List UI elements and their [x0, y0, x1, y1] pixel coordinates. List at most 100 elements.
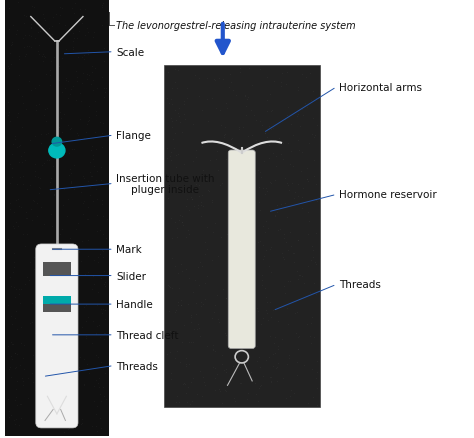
Point [178, 130, 186, 137]
Point [66, 51, 73, 58]
Point [306, 289, 314, 296]
Point [46, 67, 54, 74]
Point [98, 130, 105, 137]
Point [182, 354, 190, 361]
Point [82, 302, 90, 309]
Point [264, 263, 272, 270]
Point [84, 30, 92, 37]
Point [179, 381, 187, 388]
Point [13, 181, 21, 188]
Point [42, 71, 50, 78]
Point [39, 12, 46, 19]
Point [216, 388, 224, 395]
Text: Horizontal arms: Horizontal arms [339, 83, 422, 92]
Point [42, 106, 49, 113]
Point [49, 14, 56, 21]
Point [216, 182, 223, 189]
Point [75, 364, 83, 371]
Point [14, 350, 21, 357]
Point [168, 118, 176, 125]
Point [55, 63, 63, 70]
Point [99, 306, 107, 313]
Point [100, 336, 108, 343]
Point [211, 364, 219, 371]
Text: Threads: Threads [116, 361, 158, 371]
Point [43, 280, 50, 287]
Point [7, 61, 15, 68]
Point [40, 160, 48, 167]
Point [284, 104, 292, 111]
Point [209, 257, 216, 264]
Point [31, 161, 39, 168]
Point [226, 184, 233, 191]
Point [12, 397, 19, 404]
Point [80, 56, 88, 63]
Point [80, 381, 88, 388]
Point [307, 339, 315, 346]
Point [235, 222, 242, 229]
Point [15, 290, 23, 297]
Point [87, 148, 94, 155]
Point [60, 428, 67, 435]
Point [214, 291, 221, 298]
Point [26, 277, 33, 284]
Point [18, 374, 26, 381]
Point [228, 79, 235, 86]
Point [79, 200, 87, 207]
Point [81, 53, 88, 60]
Point [254, 305, 261, 312]
Point [198, 192, 206, 199]
Point [82, 271, 89, 278]
Point [164, 145, 171, 152]
Point [179, 222, 186, 229]
Point [199, 263, 206, 270]
Point [306, 332, 314, 339]
Point [26, 320, 34, 327]
Point [216, 75, 223, 82]
Point [16, 300, 24, 307]
Point [261, 285, 268, 292]
Point [210, 347, 217, 354]
Point [63, 392, 71, 399]
Point [223, 106, 231, 113]
Point [190, 339, 197, 346]
Text: Flange: Flange [116, 131, 151, 141]
Point [176, 212, 184, 219]
Point [290, 250, 297, 257]
Point [261, 229, 268, 236]
Point [76, 184, 83, 191]
Point [213, 148, 221, 155]
Point [73, 418, 81, 425]
Point [97, 424, 104, 431]
Point [17, 153, 25, 160]
Point [42, 119, 49, 126]
Point [222, 368, 230, 375]
Point [19, 355, 27, 362]
Point [56, 4, 64, 11]
Point [9, 223, 17, 230]
Point [248, 132, 256, 139]
Point [18, 124, 26, 131]
Point [251, 380, 258, 387]
Point [22, 209, 30, 216]
Point [39, 51, 46, 58]
Point [40, 258, 47, 265]
Point [101, 283, 109, 290]
Point [201, 239, 209, 246]
Point [223, 143, 231, 150]
Point [25, 43, 32, 50]
Point [64, 280, 71, 287]
Point [309, 254, 317, 261]
Point [166, 348, 173, 355]
Point [203, 224, 211, 231]
Point [67, 86, 75, 93]
Point [98, 197, 105, 204]
Point [232, 165, 239, 172]
Point [40, 15, 48, 22]
Point [69, 84, 76, 91]
Point [44, 303, 52, 310]
Point [248, 146, 255, 153]
Point [303, 104, 310, 111]
Point [200, 378, 208, 385]
Point [23, 43, 31, 50]
